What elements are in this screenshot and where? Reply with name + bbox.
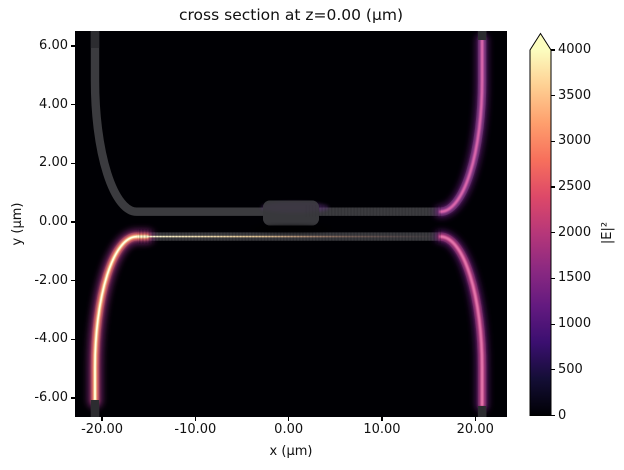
colorbar-tick-label: 3000 [558, 133, 592, 149]
through-port-field-trace [434, 230, 489, 412]
y-tick-mark [71, 45, 75, 47]
colorbar-tick-mark [551, 49, 555, 51]
coupled-port-field-trace [434, 33, 489, 219]
x-tick-mark [194, 417, 196, 421]
y-tick-label: 0.00 [39, 213, 68, 229]
x-tick-mark [288, 417, 290, 421]
coupler-gap-shadow [253, 225, 329, 233]
colorbar-tick-label: 3500 [558, 87, 592, 103]
standing-wave-ripples-upper [305, 205, 441, 217]
colorbar [529, 32, 552, 416]
x-tick-mark [101, 417, 103, 421]
colorbar-tick-mark [551, 414, 555, 417]
y-tick-mark [71, 162, 75, 164]
port-stubs [90, 31, 487, 417]
colorbar-tick-mark [551, 95, 555, 97]
x-tick-mark [381, 417, 383, 421]
field-heatmap [75, 31, 507, 417]
colorbar-tick-label: 2000 [558, 224, 592, 240]
colorbar-tick-mark [551, 323, 555, 325]
colorbar-tick-mark [551, 369, 555, 371]
y-tick-label: -4.00 [34, 331, 68, 347]
input-field-trace [87, 229, 155, 409]
colorbar-tick-label: 2500 [558, 179, 592, 195]
x-tick-label: 10.00 [363, 422, 401, 437]
y-tick-label: -6.00 [34, 389, 68, 405]
y-tick-label: -2.00 [34, 272, 68, 288]
x-tick-label: 20.00 [456, 422, 494, 437]
y-tick-label: 4.00 [39, 96, 68, 112]
colorbar-label: |E|² [600, 221, 615, 245]
y-tick-mark [71, 104, 75, 106]
y-tick-mark [71, 280, 75, 282]
colorbar-tick-label: 4000 [558, 42, 592, 57]
coupler-bump-overlay [263, 200, 319, 226]
colorbar-gradient-bar [529, 32, 552, 416]
y-tick-label: 6.00 [39, 37, 68, 53]
colorbar-tick-mark [551, 277, 555, 280]
y-tick-label: 2.00 [39, 155, 68, 171]
x-axis-label: x (μm) [269, 444, 313, 459]
y-tick-mark [71, 221, 75, 223]
plot-title: cross section at z=0.00 (μm) [179, 6, 403, 24]
y-tick-mark [71, 338, 75, 340]
colorbar-tick-label: 500 [558, 361, 583, 377]
colorbar-tick-mark [551, 232, 555, 234]
axes-area [75, 31, 507, 417]
colorbar-tick-label: 1000 [558, 316, 592, 332]
colorbar-tick-label: 0 [558, 407, 567, 423]
x-tick-label: 0.00 [274, 422, 304, 437]
colorbar-tick-label: 1500 [558, 270, 592, 286]
x-tick-mark [474, 417, 476, 421]
x-tick-label: -20.00 [81, 422, 124, 437]
colorbar-tick-mark [551, 140, 555, 142]
y-tick-mark [71, 397, 75, 399]
colorbar-tick-mark [551, 186, 555, 188]
standing-wave-ripples-lower [137, 229, 441, 244]
x-tick-label: -10.00 [174, 422, 217, 437]
